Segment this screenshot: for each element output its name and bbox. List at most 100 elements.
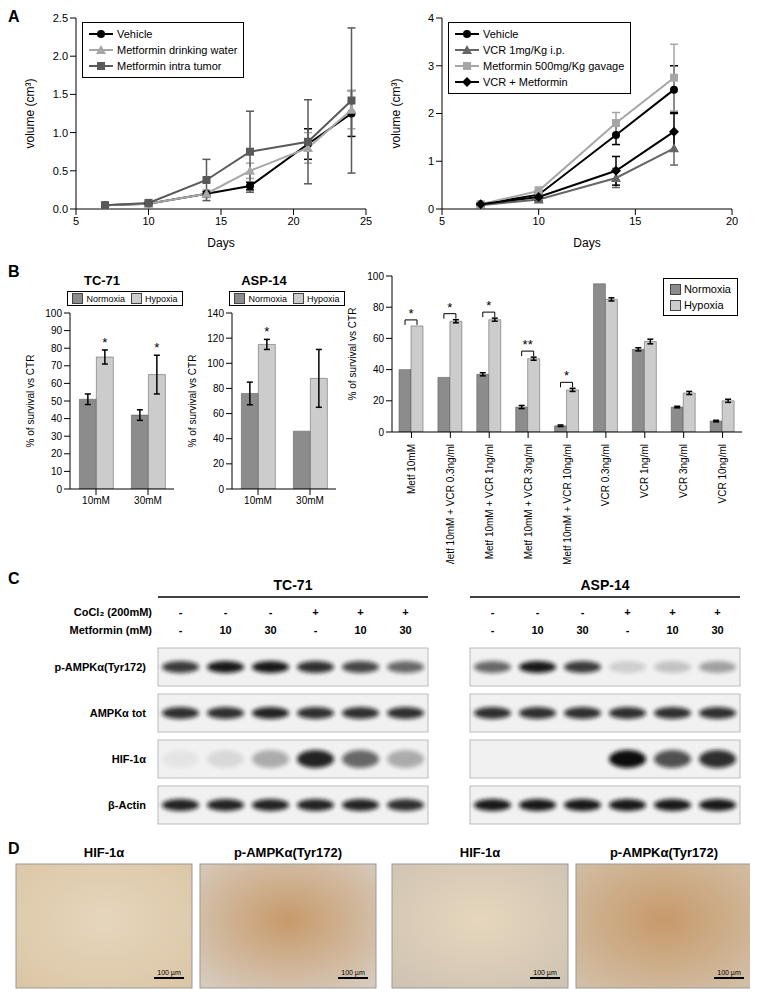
svg-text:30: 30 — [264, 624, 276, 636]
svg-text:0: 0 — [218, 484, 224, 495]
svg-text:140: 140 — [207, 308, 224, 319]
svg-text:100: 100 — [367, 271, 384, 282]
svg-text:30: 30 — [711, 624, 723, 636]
svg-text:HIF-1α: HIF-1α — [84, 845, 125, 860]
svg-text:0: 0 — [56, 484, 62, 495]
svg-text:60: 60 — [213, 408, 225, 419]
svg-text:volume (cm³): volume (cm³) — [389, 78, 403, 148]
svg-text:-: - — [179, 624, 183, 636]
svg-text:Days: Days — [573, 236, 600, 250]
svg-text:80: 80 — [213, 383, 225, 394]
svg-text:VCR 1ng/ml: VCR 1ng/ml — [639, 444, 650, 498]
svg-text:*: * — [564, 368, 569, 383]
svg-text:20: 20 — [51, 448, 63, 459]
svg-text:% of survival vs CTR: % of survival vs CTR — [347, 308, 358, 401]
svg-text:AMPKα tot: AMPKα tot — [90, 707, 147, 719]
svg-text:20: 20 — [213, 458, 225, 469]
svg-text:10: 10 — [51, 466, 63, 477]
svg-text:10: 10 — [666, 624, 678, 636]
svg-text:20: 20 — [726, 215, 738, 227]
svg-text:VCR 10ng/ml: VCR 10ng/ml — [717, 444, 728, 503]
svg-text:VCR 3ng/ml: VCR 3ng/ml — [678, 444, 689, 498]
svg-text:80: 80 — [373, 302, 385, 313]
svg-text:25: 25 — [360, 215, 372, 227]
svg-text:-: - — [491, 606, 495, 618]
svg-text:2: 2 — [428, 107, 434, 119]
svg-text:15: 15 — [215, 215, 227, 227]
svg-text:1.5: 1.5 — [53, 88, 68, 100]
svg-text:100: 100 — [207, 358, 224, 369]
svg-text:10: 10 — [219, 624, 231, 636]
svg-text:0.5: 0.5 — [53, 165, 68, 177]
svg-text:40: 40 — [51, 413, 63, 424]
svg-text:volume (cm³): volume (cm³) — [23, 78, 37, 148]
svg-text:100 µm: 100 µm — [341, 969, 365, 977]
svg-text:30: 30 — [576, 624, 588, 636]
svg-text:1.0: 1.0 — [53, 127, 68, 139]
svg-text:Metf 10mM + VCR 0.3ng/ml: Metf 10mM + VCR 0.3ng/ml — [445, 444, 456, 564]
svg-text:VCR 0.3ng/ml: VCR 0.3ng/ml — [600, 444, 611, 506]
svg-text:Metf 10mM + VCR 3ng/ml: Metf 10mM + VCR 3ng/ml — [523, 444, 534, 559]
svg-text:*: * — [408, 306, 413, 321]
svg-text:p-AMPKα(Tyr172): p-AMPKα(Tyr172) — [54, 661, 146, 673]
svg-text:0: 0 — [378, 427, 384, 438]
svg-text:% of survival vs CTR: % of survival vs CTR — [25, 355, 36, 448]
svg-text:+: + — [669, 606, 675, 618]
svg-text:100: 100 — [45, 308, 62, 319]
svg-text:ASP-14: ASP-14 — [580, 577, 629, 593]
svg-text:-: - — [536, 606, 540, 618]
svg-text:30mM: 30mM — [296, 495, 324, 506]
svg-text:30mM: 30mM — [134, 495, 162, 506]
svg-text:HIF-1α: HIF-1α — [460, 845, 501, 860]
svg-text:60: 60 — [373, 333, 385, 344]
svg-text:100 µm: 100 µm — [157, 969, 181, 977]
svg-text:0.0: 0.0 — [53, 203, 68, 215]
svg-text:TC-71: TC-71 — [274, 577, 313, 593]
svg-text:4: 4 — [428, 12, 434, 24]
svg-text:10mM: 10mM — [244, 495, 272, 506]
svg-text:2.5: 2.5 — [53, 12, 68, 24]
svg-text:20: 20 — [287, 215, 299, 227]
svg-text:p-AMPKα(Tyr172): p-AMPKα(Tyr172) — [610, 845, 718, 860]
svg-text:**: ** — [523, 337, 533, 352]
svg-text:30: 30 — [51, 431, 63, 442]
svg-text:120: 120 — [207, 333, 224, 344]
svg-text:-: - — [491, 624, 495, 636]
svg-text:Metf 10mM: Metf 10mM — [406, 444, 417, 494]
svg-text:-: - — [224, 606, 228, 618]
svg-text:90: 90 — [51, 325, 63, 336]
svg-text:Metformin (mM): Metformin (mM) — [70, 624, 153, 636]
svg-text:10: 10 — [533, 215, 545, 227]
svg-text:+: + — [714, 606, 720, 618]
svg-text:+: + — [624, 606, 630, 618]
svg-text:Days: Days — [207, 236, 234, 250]
svg-text:10: 10 — [531, 624, 543, 636]
svg-text:Metf 10mM + VCR 10ng/ml: Metf 10mM + VCR 10ng/ml — [562, 444, 573, 564]
svg-text:Metf 10mM + VCR 1ng/ml: Metf 10mM + VCR 1ng/ml — [484, 444, 495, 559]
svg-text:10: 10 — [354, 624, 366, 636]
svg-text:30: 30 — [399, 624, 411, 636]
svg-text:-: - — [314, 624, 318, 636]
svg-text:*: * — [102, 335, 107, 350]
svg-text:-: - — [179, 606, 183, 618]
svg-text:40: 40 — [213, 433, 225, 444]
svg-text:70: 70 — [51, 360, 63, 371]
svg-text:-: - — [581, 606, 585, 618]
svg-text:100 µm: 100 µm — [717, 969, 741, 977]
svg-text:15: 15 — [629, 215, 641, 227]
svg-text:% of survival vs CTR: % of survival vs CTR — [187, 355, 198, 448]
svg-text:40: 40 — [373, 364, 385, 375]
svg-text:CoCl₂ (200mM): CoCl₂ (200mM) — [74, 606, 153, 618]
svg-text:5: 5 — [439, 215, 445, 227]
svg-text:0: 0 — [428, 203, 434, 215]
svg-text:3: 3 — [428, 60, 434, 72]
svg-text:-: - — [626, 624, 630, 636]
svg-text:100 µm: 100 µm — [533, 969, 557, 977]
svg-text:*: * — [154, 340, 159, 355]
svg-text:80: 80 — [51, 343, 63, 354]
svg-text:*: * — [486, 298, 491, 313]
svg-text:+: + — [312, 606, 318, 618]
svg-text:50: 50 — [51, 396, 63, 407]
svg-text:β-Actin: β-Actin — [108, 799, 146, 811]
svg-text:60: 60 — [51, 378, 63, 389]
